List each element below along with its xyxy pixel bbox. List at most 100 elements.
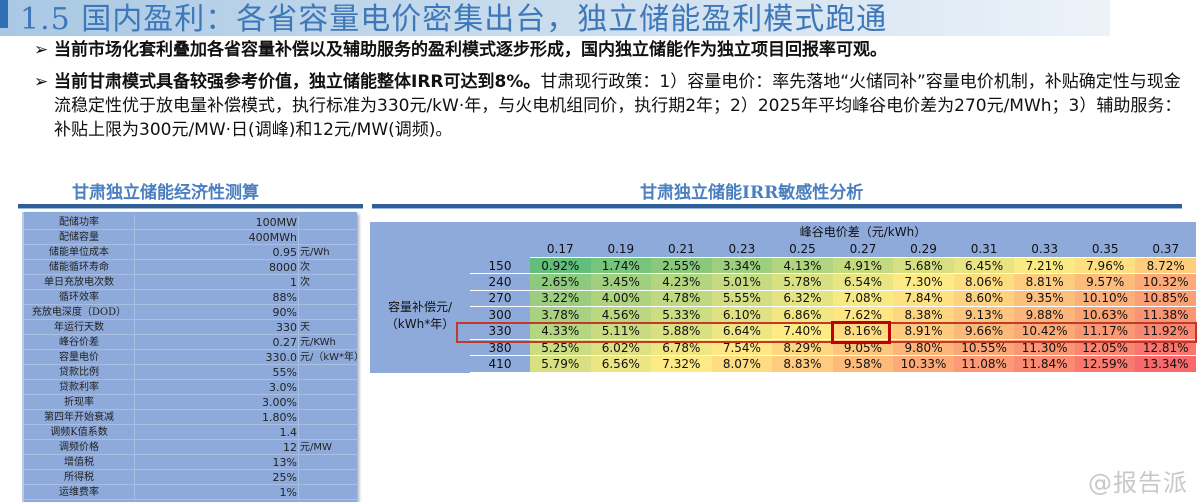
row-tick-label: 410 xyxy=(470,356,530,373)
highlight-row-box xyxy=(456,322,1197,343)
column-tick-label: 0.17 xyxy=(530,240,591,258)
assumption-unit xyxy=(298,230,300,245)
assumption-value: 8000 xyxy=(134,260,297,275)
assumption-row: 贷款比例 55% xyxy=(24,365,359,380)
heatmap-cell: 10.42% xyxy=(1014,323,1075,340)
heatmap-cell: 7.08% xyxy=(832,290,894,308)
assumption-value: 1.80% xyxy=(134,410,297,425)
assumption-unit xyxy=(298,410,300,425)
heatmap-cell: 2.55% xyxy=(651,258,712,275)
assumption-label: 调频价格 xyxy=(59,442,99,453)
heatmap-cell: 12.59% xyxy=(1074,356,1136,373)
heatmap-cell: 8.72% xyxy=(1135,258,1196,275)
heatmap-cell: 8.16% xyxy=(832,323,894,340)
row-tick-label: 150 xyxy=(470,258,530,275)
heatmap-cell: 12.81% xyxy=(1135,340,1196,357)
heatmap-cell: 11.17% xyxy=(1074,323,1136,340)
assumption-value: 55% xyxy=(134,365,297,380)
watermark: @报告派 xyxy=(1088,469,1188,497)
heatmap-cell: 8.06% xyxy=(953,274,1015,291)
assumption-value: 90% xyxy=(134,305,297,320)
assumption-label: 单日充放电次数 xyxy=(44,277,114,288)
title-bar xyxy=(0,0,1110,36)
assumption-unit: 元/Wh xyxy=(298,245,330,260)
column-header-title: 峰谷电价差（元/kWh） xyxy=(799,224,927,239)
assumption-value: 25% xyxy=(134,470,297,485)
assumption-value: 0.27 xyxy=(134,335,297,350)
heatmap-cell: 11.92% xyxy=(1135,323,1196,340)
assumption-row: 峰谷价差 0.27 元/KWh xyxy=(24,335,359,350)
heatmap-cell: 4.78% xyxy=(651,290,712,308)
assumption-label: 贷款比例 xyxy=(59,367,99,378)
heatmap-cell: 4.56% xyxy=(590,307,652,324)
heatmap-cell: 10.85% xyxy=(1135,290,1196,308)
assumption-unit: 次 xyxy=(298,275,310,290)
assumption-row: 循环效率 88% xyxy=(24,290,359,305)
assumption-row: 储能循环寿命 8000 次 xyxy=(24,260,359,275)
assumption-label: 配储容量 xyxy=(59,232,99,243)
assumption-unit xyxy=(298,395,300,410)
bullet-2: ➢ 当前甘肃模式具备较强参考价值，独立储能整体IRR可达到8%。甘肃现行政策：1）… xyxy=(34,70,1194,142)
row-tick-label: 330 xyxy=(470,324,530,340)
assumption-label: 贷款利率 xyxy=(59,382,99,393)
page-title: 1.5 国内盈利：各省容量电价密集出台，独立储能盈利模式跑通 xyxy=(20,2,888,37)
assumption-unit xyxy=(298,455,300,470)
assumption-unit xyxy=(298,305,300,320)
assumption-value: 1% xyxy=(134,485,297,500)
assumption-unit: 天 xyxy=(298,320,310,335)
assumption-label: 所得税 xyxy=(64,472,94,483)
heatmap-cell: 9.57% xyxy=(1074,274,1136,291)
column-tick-label: 0.25 xyxy=(772,240,833,258)
assumption-row: 配储容量 400MWh xyxy=(24,230,359,245)
assumption-label: 第四年开始衰减 xyxy=(44,412,114,423)
assumption-unit: 元/（kW*年） xyxy=(298,350,365,365)
assumption-value: 13% xyxy=(134,455,297,470)
assumption-row: 调频K值系数 1.4 xyxy=(24,425,359,440)
bullet-1-text: 当前市场化套利叠加各省容量补偿以及辅助服务的盈利模式逐步形成，国内独立储能作为独… xyxy=(54,40,887,60)
right-section-title: 甘肃独立储能IRR敏感性分析 xyxy=(640,183,864,203)
row-tick-label: 240 xyxy=(470,274,530,291)
assumption-unit xyxy=(298,215,300,230)
assumption-row: 调频价格 12 元/MW xyxy=(24,440,359,455)
heatmap-cell: 5.01% xyxy=(711,274,773,291)
assumption-value: 0.95 xyxy=(134,245,297,260)
heatmap-cell: 8.83% xyxy=(772,356,833,373)
heatmap-cell: 11.84% xyxy=(1014,356,1075,373)
heatmap-cell: 10.10% xyxy=(1074,290,1136,308)
row-tick-label: 380 xyxy=(470,340,530,357)
title-accent xyxy=(0,0,8,28)
column-tick-label: 0.27 xyxy=(832,240,894,258)
heatmap-cell: 8.38% xyxy=(893,307,954,324)
assumption-label: 年运行天数 xyxy=(54,322,104,333)
assumption-value: 330 xyxy=(134,320,297,335)
heatmap-cell: 3.78% xyxy=(530,307,591,324)
column-tick-label: 0.31 xyxy=(953,240,1015,258)
heatmap-cell: 2.65% xyxy=(530,274,591,291)
assumption-row: 第四年开始衰减 1.80% xyxy=(24,410,359,425)
assumption-row: 充放电深度（DOD） 90% xyxy=(24,305,359,320)
bullet-2-bold: 当前甘肃模式具备较强参考价值，独立储能整体IRR可达到8%。 xyxy=(54,72,541,92)
heatmap-cell: 9.35% xyxy=(1014,290,1075,308)
row-header-title: 容量补偿元/（kWh*年） xyxy=(370,258,470,373)
heatmap-cell: 4.91% xyxy=(832,258,894,275)
heatmap-cell: 10.32% xyxy=(1135,274,1196,291)
assumption-label: 循环效率 xyxy=(59,292,99,303)
assumption-label: 储能单位成本 xyxy=(49,247,109,258)
assumption-label: 充放电深度（DOD） xyxy=(31,307,127,318)
heatmap-cell: 4.13% xyxy=(772,258,833,275)
assumption-value: 3.00% xyxy=(134,395,297,410)
assumption-row: 年运行天数 330 天 xyxy=(24,320,359,335)
assumption-label: 容量电价 xyxy=(59,352,99,363)
assumption-unit xyxy=(298,365,300,380)
assumption-row: 容量电价 330.0 元/（kW*年） xyxy=(24,350,364,365)
assumption-unit xyxy=(298,380,300,395)
heatmap-cell: 0.92% xyxy=(530,258,591,275)
heatmap-cell: 5.11% xyxy=(590,323,652,340)
assumption-value: 100MW xyxy=(134,215,297,230)
column-tick-label: 0.29 xyxy=(893,240,954,258)
assumption-unit: 元/MW xyxy=(298,440,332,455)
assumption-value: 12 xyxy=(134,440,297,455)
left-section-title: 甘肃独立储能经济性测算 xyxy=(72,183,259,203)
heatmap-cell: 6.64% xyxy=(711,323,773,340)
heatmap-cell: 10.55% xyxy=(953,340,1015,357)
